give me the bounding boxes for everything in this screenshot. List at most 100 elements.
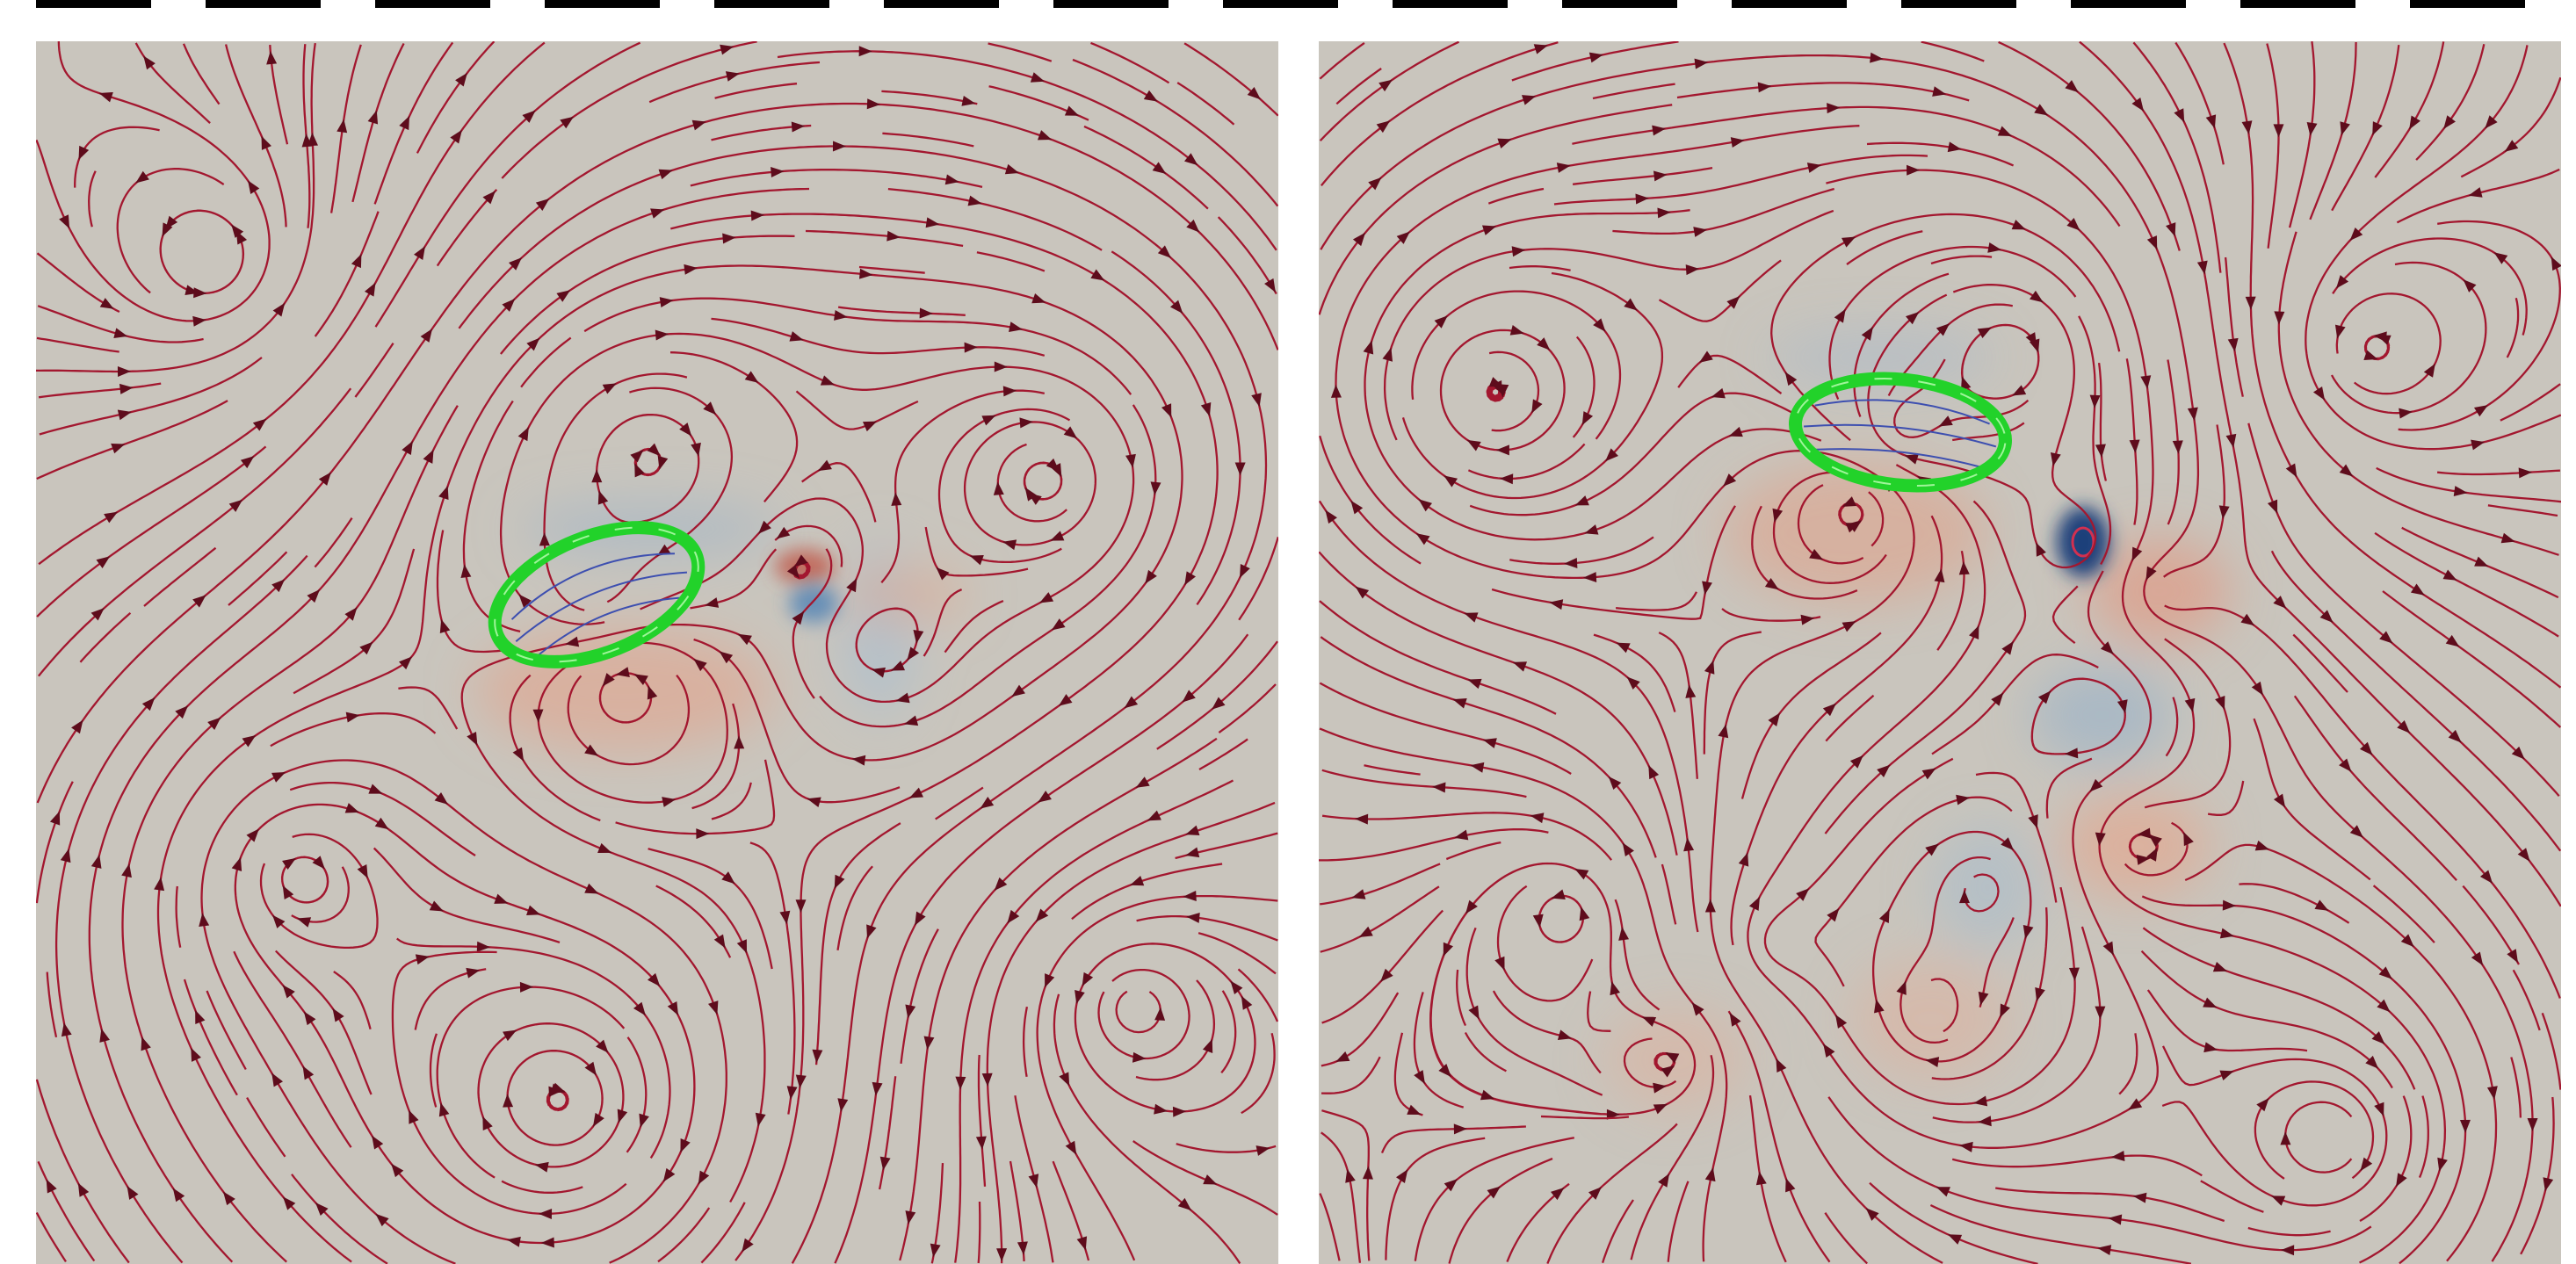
right-panel [1319,41,2561,1264]
arrow [429,900,444,912]
arrow [2463,279,2477,293]
streamline [1321,812,1612,861]
arrow [1723,473,1737,487]
arrow [1039,592,1054,603]
arrow [859,268,873,279]
arrow [1661,1065,1675,1078]
arrow [1002,386,1017,397]
arrow [771,167,785,178]
arrow [993,481,1004,495]
streamline [2207,780,2245,816]
arrow [1152,162,1167,174]
arrow [1090,269,1105,281]
streamline [1217,216,1277,295]
streamline [429,1033,438,1108]
streamline [1320,54,2534,1262]
arrow [1704,899,1716,913]
streamline [2045,757,2093,819]
arrow [1532,914,1544,928]
arrow [1549,599,1564,610]
arrow [1487,1186,1501,1199]
arrow [923,1036,935,1051]
streamline [2292,633,2348,693]
streamline [1770,213,2121,442]
arrow [647,972,661,987]
arrow [315,1202,329,1217]
streamline [1380,1125,1526,1154]
arrow [713,934,726,949]
arrow [193,287,207,299]
arrow [191,1047,201,1062]
arrow [175,705,189,719]
arrow [2437,1157,2448,1172]
streamline [1320,636,1657,858]
arrow [2140,375,2152,389]
arrow [657,455,669,470]
streamline [977,1054,987,1187]
arrow [596,1039,609,1053]
arrow [364,282,376,297]
streamline [2132,41,2222,273]
streamline [1321,1131,1362,1263]
arrow [2485,115,2498,129]
arrow [2399,408,2413,419]
streamline [1963,873,2000,913]
arrow [1438,1063,1451,1078]
arrow [2273,793,2286,808]
arrow [1051,618,1066,631]
arrow [1135,776,1150,788]
arrow [1028,1174,1039,1188]
arrow [1132,1051,1147,1063]
streamline [1871,830,2032,1063]
streamline [2142,927,2416,1090]
arrow [871,667,886,678]
streamline [1414,1137,1575,1261]
arrow [744,371,759,383]
streamlines [1319,41,2561,1264]
arrow [1531,399,1543,414]
arrow [905,1210,916,1224]
arrow [2339,758,2352,772]
arrow [1626,676,1640,690]
streamline [156,264,1183,1263]
streamline [1488,350,1540,432]
arrow [2219,1070,2234,1080]
arrow [1480,1089,1495,1101]
streamline [183,979,238,1096]
arrow [1938,415,1953,427]
arrow [925,217,940,228]
arrow [919,307,933,319]
arrow [1058,694,1073,706]
arrow [2136,855,2151,865]
streamline [1614,899,1661,1011]
arrow [2097,1245,2112,1255]
arrow [895,692,910,704]
streamline [1383,209,1834,441]
streamline [200,759,727,1264]
arrow [630,449,644,463]
arrow [1031,293,1046,304]
arrow [1509,325,1524,336]
arrow [1186,912,1200,923]
arrow [2471,439,2486,451]
arrow [507,1236,521,1247]
arrow [141,697,156,711]
arrow [482,1116,493,1130]
streamline [36,781,74,904]
arrow [1184,571,1197,586]
streamline [501,41,757,179]
arrow [1574,868,1589,880]
arrow [1657,207,1671,219]
arrow [967,195,982,206]
arrow [301,134,313,148]
arrow [1203,1174,1218,1185]
arrow [1653,1103,1668,1115]
arrow [1842,621,1856,632]
streamline [1867,284,2097,569]
arrow [2527,1117,2538,1131]
arrow [1978,1116,1992,1127]
arrow [2410,583,2425,596]
arrow [872,1081,883,1096]
streamline [1616,591,1698,611]
arrow [2095,1006,2106,1020]
